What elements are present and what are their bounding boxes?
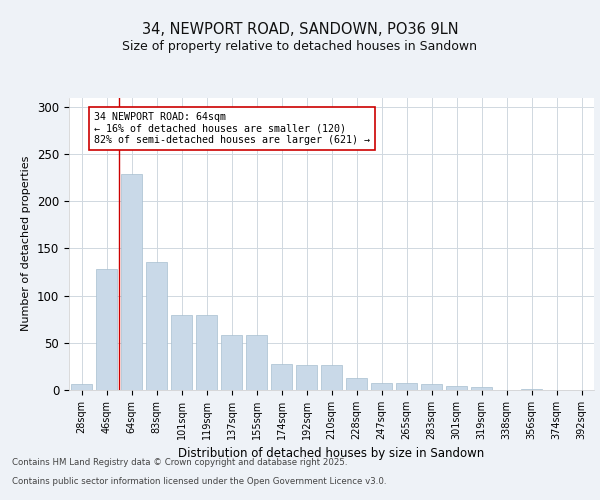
Bar bbox=[521, 389, 542, 390]
Text: Contains public sector information licensed under the Open Government Licence v3: Contains public sector information licen… bbox=[12, 476, 386, 486]
Bar bbox=[271, 364, 292, 390]
Bar bbox=[346, 378, 367, 390]
Bar bbox=[296, 364, 317, 390]
Bar bbox=[71, 384, 92, 390]
Text: 34 NEWPORT ROAD: 64sqm
← 16% of detached houses are smaller (120)
82% of semi-de: 34 NEWPORT ROAD: 64sqm ← 16% of detached… bbox=[94, 112, 370, 145]
Text: Contains HM Land Registry data © Crown copyright and database right 2025.: Contains HM Land Registry data © Crown c… bbox=[12, 458, 347, 467]
Bar bbox=[171, 316, 192, 390]
Bar bbox=[146, 262, 167, 390]
Bar bbox=[421, 384, 442, 390]
X-axis label: Distribution of detached houses by size in Sandown: Distribution of detached houses by size … bbox=[178, 448, 485, 460]
Bar bbox=[446, 386, 467, 390]
Bar bbox=[246, 336, 267, 390]
Bar bbox=[396, 384, 417, 390]
Bar bbox=[196, 316, 217, 390]
Bar bbox=[321, 366, 342, 390]
Text: 34, NEWPORT ROAD, SANDOWN, PO36 9LN: 34, NEWPORT ROAD, SANDOWN, PO36 9LN bbox=[142, 22, 458, 38]
Bar bbox=[221, 336, 242, 390]
Bar bbox=[471, 387, 492, 390]
Bar bbox=[371, 384, 392, 390]
Bar bbox=[121, 174, 142, 390]
Bar bbox=[96, 269, 117, 390]
Text: Size of property relative to detached houses in Sandown: Size of property relative to detached ho… bbox=[122, 40, 478, 53]
Y-axis label: Number of detached properties: Number of detached properties bbox=[22, 156, 31, 332]
